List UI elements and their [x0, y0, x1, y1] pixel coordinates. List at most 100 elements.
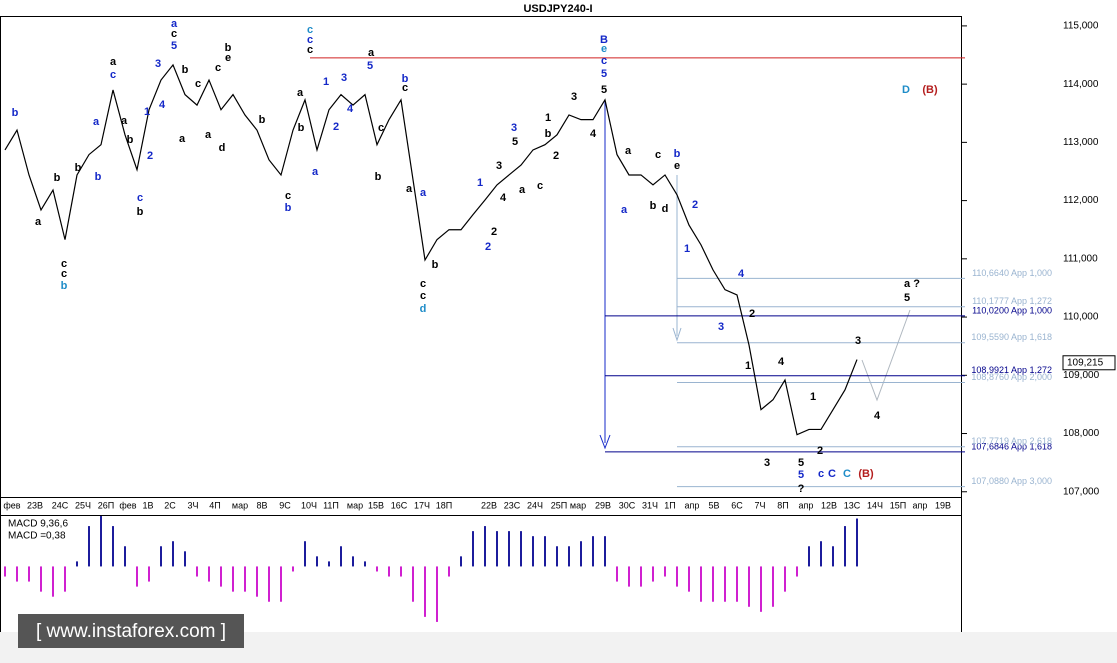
macd-bar — [328, 561, 330, 567]
x-tick-label: 29В — [595, 500, 611, 510]
wave-label: 3 — [496, 160, 502, 172]
macd-bar — [424, 566, 426, 617]
x-tick-label: 24С — [52, 500, 69, 510]
macd-bar — [760, 566, 762, 612]
macd-bar — [532, 536, 534, 567]
macd-bar — [568, 546, 570, 567]
x-tick-label: фев — [3, 500, 20, 510]
wave-label: C — [828, 468, 836, 480]
wave-label: c — [601, 55, 607, 67]
wave-label: 1 — [545, 112, 551, 124]
wave-label: c — [61, 258, 67, 270]
macd-bar — [688, 566, 690, 592]
x-tick-label: фев — [119, 500, 136, 510]
macd-bar — [244, 566, 246, 592]
macd-bar — [856, 518, 858, 567]
macd-bar — [412, 566, 414, 602]
macd-bar — [52, 566, 54, 597]
x-tick-label: 25П — [551, 500, 567, 510]
wave-label: d — [662, 203, 669, 215]
x-tick-label: 15В — [368, 500, 384, 510]
wave-label: 1 — [745, 360, 751, 372]
wave-label: c — [378, 122, 384, 134]
wave-label: 4 — [500, 192, 507, 204]
arrow-head — [672, 327, 682, 342]
x-tick-label: 16С — [391, 500, 408, 510]
wave-label: 3 — [341, 72, 347, 84]
macd-bar — [460, 556, 462, 567]
macd-bar — [124, 546, 126, 567]
wave-label: c — [195, 78, 201, 90]
wave-label: C — [843, 468, 851, 480]
wave-label: B — [600, 34, 608, 46]
macd-bar — [316, 556, 318, 567]
x-tick-label: 5В — [708, 500, 719, 510]
x-tick-label: 12В — [821, 500, 837, 510]
wave-label: 2 — [749, 308, 755, 320]
wave-label: 4 — [159, 99, 166, 111]
wave-label: 2 — [485, 241, 491, 253]
macd-bar — [232, 566, 234, 592]
macd-bar — [364, 561, 366, 567]
wave-label: b — [259, 114, 266, 126]
wave-label: 2 — [692, 199, 698, 211]
level-label: 108,9921 App 1,272 — [971, 365, 1052, 375]
wave-label: 1 — [144, 106, 150, 118]
wave-label: b — [54, 172, 61, 184]
forecast-path — [861, 309, 911, 402]
wave-label: b — [298, 122, 305, 134]
macd-bar — [160, 546, 162, 567]
x-tick-label: 10Ч — [301, 500, 317, 510]
wave-label: 5 — [601, 68, 607, 80]
wave-label: 3 — [511, 122, 517, 134]
x-tick-label: 7Ч — [754, 500, 765, 510]
x-tick-label: 26П — [98, 500, 114, 510]
wave-label: b — [674, 148, 681, 160]
x-tick-label: 8П — [777, 500, 788, 510]
wave-label: 1 — [323, 76, 329, 88]
macd-bar — [16, 566, 18, 582]
macd-bar — [820, 541, 822, 567]
macd-bar — [664, 566, 666, 577]
wave-label: 3 — [718, 321, 724, 333]
x-tick-label: 25Ч — [75, 500, 91, 510]
x-tick-label: 1В — [142, 500, 153, 510]
macd-bar — [796, 566, 798, 577]
wave-label: 3 — [155, 58, 161, 70]
wave-label: b — [545, 128, 552, 140]
macd-bar — [832, 546, 834, 567]
macd-bar — [676, 566, 678, 587]
wave-label: 4 — [590, 128, 597, 140]
wave-label: a — [312, 166, 319, 178]
macd-bar — [376, 566, 378, 572]
x-tick-label: 19В — [935, 500, 951, 510]
wave-label: c — [110, 69, 116, 81]
wave-label: 3 — [571, 91, 577, 103]
x-tick-label: 23В — [27, 500, 43, 510]
wave-label: a — [420, 187, 427, 199]
macd-bar — [196, 566, 198, 577]
wave-label: 4 — [347, 103, 354, 115]
macd-bar — [472, 531, 474, 567]
level-label: 108,8760 App 2,000 — [971, 372, 1052, 382]
level-label: 107,0880 App 3,000 — [971, 476, 1052, 486]
wave-label: c — [655, 149, 661, 161]
wave-label: c — [285, 190, 291, 202]
wave-label: b — [127, 134, 134, 146]
macd-bar — [844, 526, 846, 567]
macd-bar — [256, 566, 258, 597]
macd-bar — [76, 561, 78, 567]
x-tick-label: 13С — [844, 500, 861, 510]
wave-label: 2 — [553, 150, 559, 162]
x-tick-label: мар — [570, 500, 586, 510]
wave-label: c — [402, 82, 408, 94]
macd-bar — [100, 516, 102, 567]
macd-bar — [400, 566, 402, 577]
macd-bar — [652, 566, 654, 582]
x-tick-label: апр — [913, 500, 928, 510]
wave-label: a — [519, 184, 526, 196]
wave-label: 3 — [764, 457, 770, 469]
macd-bar — [448, 566, 450, 577]
macd-bar — [148, 566, 150, 582]
wave-label: 2 — [817, 445, 823, 457]
